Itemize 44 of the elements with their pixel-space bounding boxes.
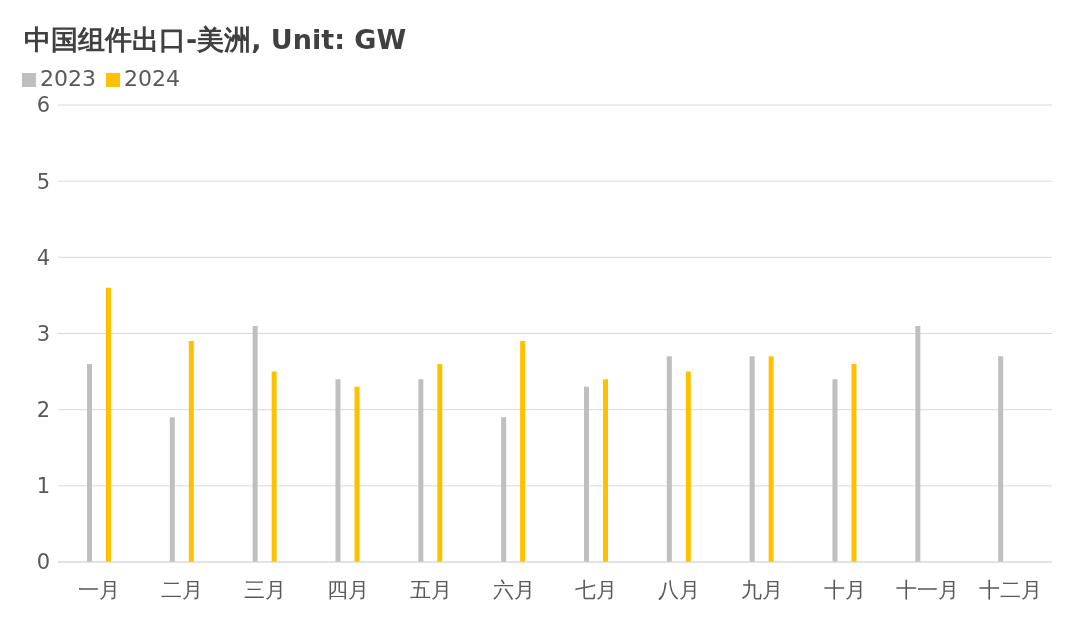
bar: [501, 417, 507, 562]
bar: [666, 356, 672, 562]
bar: [169, 417, 175, 562]
bar: [418, 379, 424, 562]
bar: [271, 371, 277, 562]
x-tick-label: 十二月: [979, 577, 1043, 602]
bar: [915, 325, 921, 562]
y-tick-label: 6: [36, 93, 50, 118]
bar: [851, 363, 857, 562]
bar: [105, 287, 111, 562]
legend-label: 2024: [124, 66, 180, 91]
x-tick-label: 三月: [244, 577, 287, 602]
bar: [602, 379, 608, 562]
legend-label: 2023: [40, 66, 96, 91]
bar: [832, 379, 838, 562]
bar: [437, 363, 443, 562]
x-tick-label: 六月: [492, 577, 535, 602]
y-tick-label: 4: [36, 245, 50, 270]
x-tick-label: 二月: [161, 577, 204, 602]
x-tick-label: 九月: [741, 577, 784, 602]
chart-title: 中国组件出口-美洲, Unit: GW: [23, 23, 408, 57]
y-tick-label: 2: [36, 398, 50, 423]
x-tick-label: 八月: [658, 577, 701, 602]
x-tick-label: 一月: [78, 577, 121, 602]
y-tick-label: 1: [36, 474, 50, 499]
bar: [685, 371, 691, 562]
x-tick-label: 十一月: [896, 577, 960, 602]
bar: [252, 325, 258, 562]
bar: [188, 341, 194, 562]
y-tick-label: 5: [36, 169, 50, 194]
bar: [768, 356, 774, 562]
bar: [520, 341, 526, 562]
x-tick-label: 十月: [823, 577, 866, 602]
x-tick-label: 五月: [409, 577, 452, 602]
x-tick-label: 四月: [326, 577, 369, 602]
bar: [749, 356, 755, 562]
bar: [86, 363, 92, 562]
x-tick-label: 七月: [575, 577, 618, 602]
bar: [583, 386, 589, 562]
bar: [998, 356, 1004, 562]
bar: [354, 386, 360, 562]
y-tick-label: 3: [36, 321, 50, 346]
bar: [335, 379, 341, 562]
y-tick-label: 0: [36, 550, 50, 575]
